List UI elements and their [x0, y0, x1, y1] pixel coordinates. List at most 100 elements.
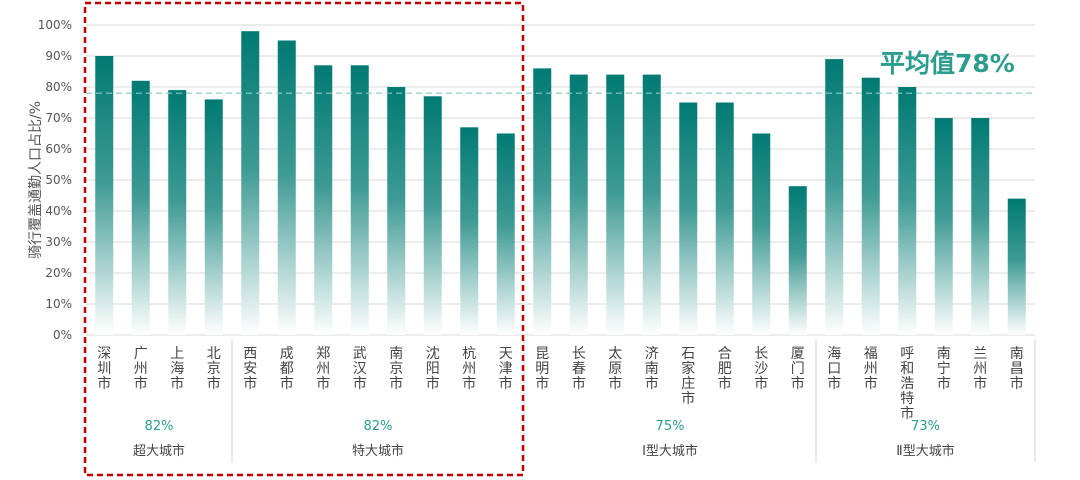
category-label-char: 广 — [134, 346, 148, 362]
category-label-char: 州 — [462, 361, 476, 377]
category-label-char: 太 — [608, 346, 622, 362]
category-label-char: 京 — [207, 361, 221, 377]
y-tick-label: 20% — [45, 266, 72, 280]
category-label-char: 市 — [426, 375, 440, 392]
category-label-char: 济 — [645, 346, 659, 362]
group-average: 73% — [911, 419, 940, 434]
y-tick-label: 0% — [53, 328, 72, 342]
category-label-char: 市 — [134, 375, 148, 392]
category-label-char: 市 — [353, 375, 367, 392]
category-label-char: 原 — [608, 361, 622, 377]
y-tick-label: 100% — [38, 18, 72, 32]
category-label-char: 福 — [864, 346, 878, 362]
category-label-char: 京 — [389, 361, 403, 377]
bar — [642, 74, 661, 335]
category-label-char: 武 — [353, 346, 367, 362]
bar — [131, 80, 150, 335]
category-label-char: 春 — [572, 361, 586, 377]
category-label-char: 郑 — [316, 346, 330, 362]
category-label-char: 家 — [681, 360, 695, 377]
y-tick-label: 90% — [45, 49, 72, 63]
category-label-char: 市 — [462, 375, 476, 392]
category-label-char: 昆 — [535, 346, 549, 362]
bar — [971, 118, 990, 335]
category-label-char: 市 — [572, 375, 586, 392]
group-average: 82% — [364, 419, 393, 434]
category-label-char: 市 — [389, 375, 403, 392]
category-label-char: 州 — [973, 361, 987, 377]
category-label-char: 宁 — [937, 360, 951, 377]
category-label-char: 市 — [864, 375, 878, 392]
category-label-char: 合 — [718, 346, 732, 362]
category-label-char: 海 — [170, 361, 184, 377]
bar — [715, 102, 734, 335]
category-label-char: 都 — [280, 361, 294, 377]
bar — [460, 127, 479, 335]
group-name: Ⅱ型大城市 — [896, 443, 954, 459]
category-label-char: 南 — [937, 346, 951, 362]
category-label-char: 沙 — [754, 361, 768, 377]
category-label-char: 市 — [499, 375, 513, 392]
group-name: Ⅰ型大城市 — [642, 443, 698, 459]
y-axis-title: 骑行覆盖通勤人口占比/% — [28, 101, 44, 259]
y-tick-label: 60% — [45, 142, 72, 156]
category-label-char: 成 — [280, 346, 294, 362]
y-tick-label: 10% — [45, 297, 72, 311]
category-label-char: 长 — [572, 346, 586, 362]
category-label-char: 市 — [280, 375, 294, 392]
category-label-char: 南 — [389, 346, 403, 362]
category-label-char: 州 — [316, 361, 330, 377]
category-label-char: 长 — [754, 346, 768, 362]
category-label-char: 兰 — [973, 346, 987, 362]
category-label-char: 市 — [900, 405, 914, 422]
category-label-char: 北 — [207, 346, 221, 362]
category-label-char: 海 — [827, 346, 841, 362]
group-average: 75% — [656, 419, 685, 434]
bar — [350, 65, 369, 336]
average-label: 平均值78% — [880, 49, 1015, 78]
category-label-char: 厦 — [791, 346, 805, 362]
category-label-char: 浩 — [900, 376, 914, 392]
y-tick-label: 70% — [45, 111, 72, 125]
bar — [752, 133, 771, 335]
bar — [314, 65, 333, 336]
bar — [204, 99, 223, 336]
category-label-char: 市 — [316, 375, 330, 392]
category-label-char: 市 — [973, 375, 987, 392]
bar — [934, 118, 953, 335]
category-label-char: 市 — [754, 375, 768, 392]
highlight-box — [83, 1, 525, 477]
bar — [95, 56, 114, 335]
category-label-char: 市 — [791, 375, 805, 392]
category-label-char: 州 — [864, 361, 878, 377]
bar — [861, 77, 880, 335]
group-name: 超大城市 — [133, 443, 185, 459]
category-label-char: 深 — [97, 346, 111, 362]
category-label-char: 和 — [900, 361, 914, 377]
category-label-char: 安 — [243, 361, 257, 377]
category-label-char: 明 — [535, 361, 549, 377]
category-label-char: 呼 — [900, 346, 914, 362]
category-label-char: 门 — [791, 361, 805, 377]
bar — [533, 68, 552, 336]
category-label-char: 阳 — [426, 361, 440, 377]
bar — [825, 59, 844, 335]
category-label-char: 市 — [645, 375, 659, 392]
category-label-char: 市 — [1010, 375, 1024, 392]
category-label-char: 州 — [134, 361, 148, 377]
category-label-char: 天 — [499, 346, 513, 362]
group-average: 82% — [145, 419, 174, 434]
category-label-char: 津 — [499, 361, 513, 377]
category-label-char: 市 — [681, 390, 695, 407]
category-label-char: 南 — [1010, 346, 1024, 362]
category-label-char: 沈 — [426, 346, 440, 362]
category-label-char: 市 — [827, 375, 841, 392]
bar — [1007, 198, 1026, 335]
category-label-char: 口 — [827, 361, 841, 377]
category-label-char: 肥 — [718, 361, 732, 377]
bar — [496, 133, 515, 335]
category-label-char: 昌 — [1010, 361, 1024, 377]
bar — [569, 74, 588, 335]
category-label-char: 汉 — [353, 361, 367, 377]
y-tick-label: 80% — [45, 80, 72, 94]
